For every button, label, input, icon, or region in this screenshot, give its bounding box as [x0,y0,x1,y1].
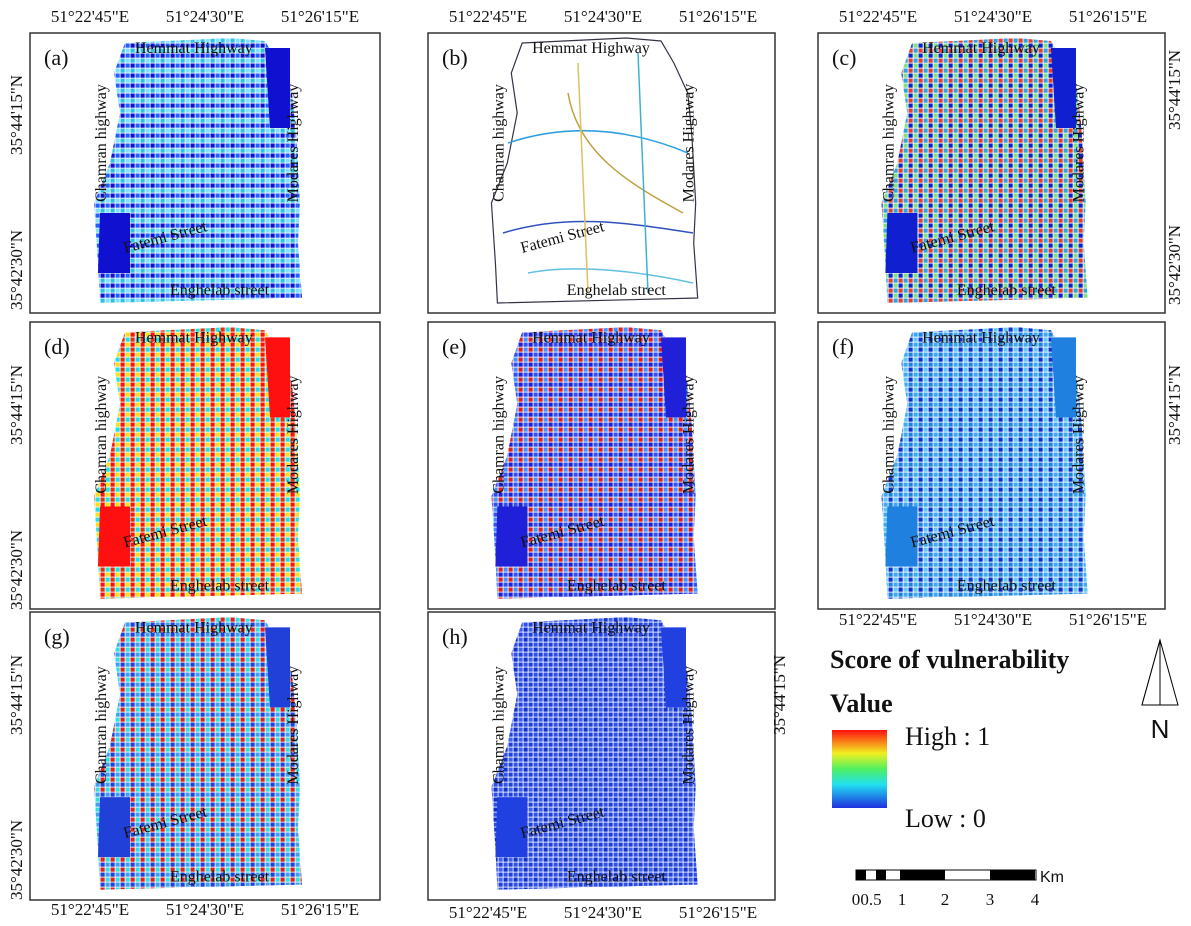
longitude-label: 51°22'45"E [839,610,917,629]
street-label: Hemmat Highway [532,620,650,637]
latitude-label: 35°42'30"N [7,530,26,610]
longitude-label: 51°26'15"E [281,7,359,26]
map-panel: (b) Hemmat Highway Chamran highway Modares … [428,33,775,313]
street-label: Enghelab street [170,282,270,299]
street-label: Hemmat Highway [532,40,650,57]
latitude-label: 35°42'30"N [7,230,26,310]
panel-label: (g) [44,624,70,649]
longitude-label: 51°26'15"E [1069,610,1147,629]
scale-tick: 3 [986,890,995,909]
panel-label: (f) [832,334,854,359]
longitude-label: 51°22'45"E [839,7,917,26]
longitude-label: 51°24'30"E [564,903,642,921]
street-label: Enghelab street [170,868,270,885]
map-panel: (f) Hemmat Highway Chamran highway Modares … [818,322,1165,609]
panel-label: (h) [442,624,468,649]
north-label: N [1151,714,1170,744]
scale-tick: 0 [852,890,861,909]
panel-label: (e) [442,334,466,359]
longitude-label: 51°24'30"E [954,610,1032,629]
panel-label: (a) [44,45,68,70]
figure: Score of vulnerability Value High : 1 Lo… [0,0,1191,921]
street-label: Hemmat Highway [135,330,253,347]
longitude-label: 51°22'45"E [51,900,129,919]
latitude-label: 35°44'15"N [7,365,26,445]
street-label: Modares Highway [285,666,302,785]
legend-high: High : 1 [905,722,990,751]
map-panel: (d) Hemmat Highway Chamran highway Modares … [30,322,380,609]
street-label: Chamran highway [93,666,110,784]
longitude-label: 51°26'15"E [679,903,757,921]
longitude-label: 51°24'30"E [166,7,244,26]
scale-unit: Km [1040,869,1064,886]
panel-label: (d) [44,334,70,359]
street-label: Modares Highway [681,84,698,203]
street-label: Hemmat Highway [922,330,1040,347]
street-label: Modares Highway [1071,375,1088,494]
street-label: Hemmat Highway [532,330,650,347]
street-label: Chamran highway [490,376,507,494]
latitude-label: 35°42'30"N [7,820,26,900]
longitude-label: 51°24'30"E [166,900,244,919]
street-label: Chamran highway [490,84,507,202]
street-label: Chamran highway [880,376,897,494]
street-label: Chamran highway [880,84,897,202]
street-label: Chamran highway [490,666,507,784]
street-label: Hemmat Highway [922,40,1040,57]
street-label: Modares Highway [681,666,698,785]
scale-tick: 2 [941,890,950,909]
legend-subtitle: Value [830,689,893,718]
map-panel: (e) Hemmat Highway Chamran highway Modares … [428,322,775,609]
map-panel: (g) Hemmat Highway Chamran highway Modares … [30,612,380,900]
latitude-label: 35°42'30"N [1165,225,1184,305]
longitude-label: 51°22'45"E [51,7,129,26]
latitude-label: 35°44'15"N [770,655,789,735]
street-label: Modares Highway [681,375,698,494]
street-label: Hemmat Highway [135,40,253,57]
street-label: Enghelab street [567,578,667,595]
street-label: Enghelab street [567,868,667,885]
scale-tick: 4 [1031,890,1040,909]
map-panel: (c) Hemmat Highway Chamran highway Modares … [818,33,1165,313]
map-panel: (a) Hemmat Highway Chamran highway Modares … [30,33,380,313]
street-label: Enghelab street [170,578,270,595]
scale-tick: 1 [898,890,907,909]
street-label: Modares Highway [1071,84,1088,203]
north-arrow [1142,640,1178,705]
street-label: Enghelab strect [567,282,667,299]
longitude-label: 51°22'45"E [449,903,527,921]
street-label: Enghelab street [957,282,1057,299]
longitude-label: 51°26'15"E [281,900,359,919]
longitude-label: 51°22'45"E [449,7,527,26]
latitude-label: 35°44'15"N [1165,365,1184,445]
longitude-label: 51°24'30"E [954,7,1032,26]
street-label: Modares Highway [285,84,302,203]
street-label: Enghelab street [957,578,1057,595]
latitude-label: 35°44'15"N [7,75,26,155]
scale-bar [856,870,1036,880]
street-label: Modares Highway [285,375,302,494]
color-ramp [832,730,887,808]
scale-tick: 0.5 [860,890,881,909]
longitude-label: 51°26'15"E [1069,7,1147,26]
street-label: Chamran highway [93,376,110,494]
panel-label: (c) [832,45,856,70]
latitude-label: 35°44'15"N [1165,50,1184,130]
panel-label: (b) [442,45,468,70]
longitude-label: 51°26'15"E [679,7,757,26]
street-label: Hemmat Highway [135,620,253,637]
city-outline [491,38,697,303]
map-panel: (h) Hemmat Highway Chamran highway Modares … [428,612,775,900]
longitude-label: 51°24'30"E [564,7,642,26]
latitude-label: 35°44'15"N [7,655,26,735]
legend-low: Low : 0 [905,804,986,833]
legend-title: Score of vulnerability [830,645,1069,674]
street-label: Chamran highway [93,84,110,202]
